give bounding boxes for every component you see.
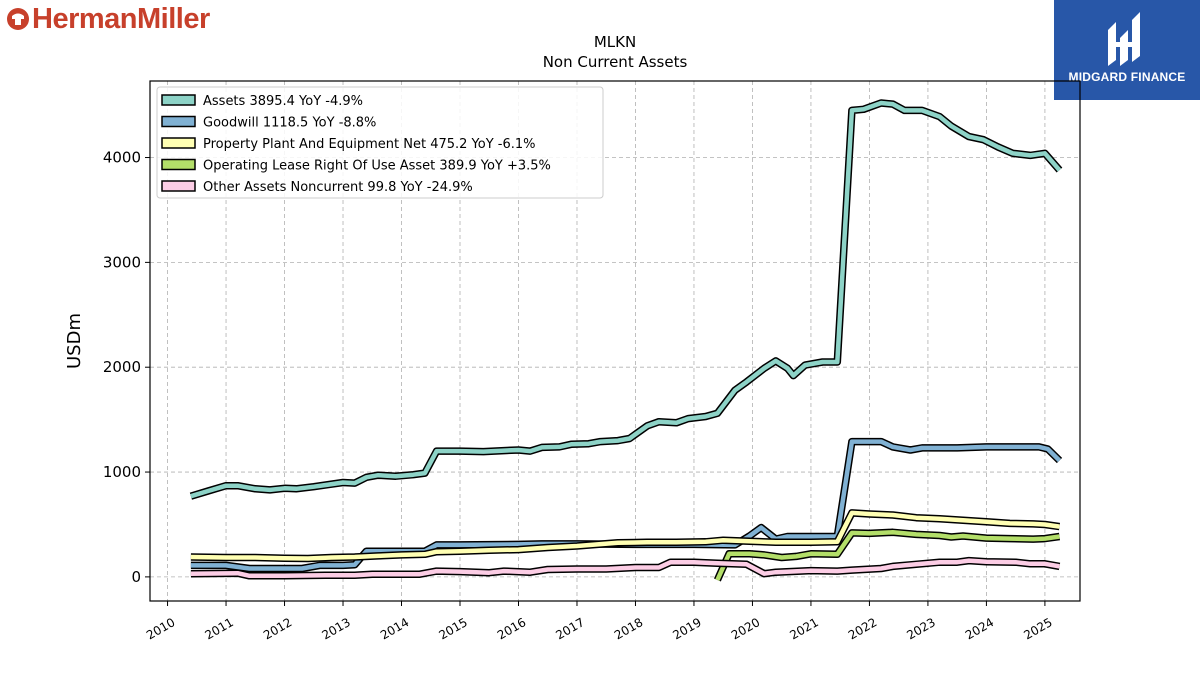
midgard-finance-logo-icon bbox=[1108, 12, 1140, 66]
legend-label: Goodwill 1118.5 YoY -8.8% bbox=[203, 116, 376, 131]
y-tick-label: 2000 bbox=[103, 358, 141, 376]
midgard-finance-badge: MIDGARD FINANCE bbox=[1054, 0, 1200, 100]
series-line-operating-lease-right-of-use-asset bbox=[715, 530, 1060, 581]
chart-title: MLKN bbox=[594, 33, 636, 51]
legend-swatch bbox=[161, 94, 196, 106]
x-tick-label: 2022 bbox=[846, 615, 879, 642]
y-tick-label: 1000 bbox=[103, 463, 141, 481]
herman-miller-logo-icon bbox=[7, 8, 29, 30]
legend-label: Assets 3895.4 YoY -4.9% bbox=[203, 94, 363, 109]
y-tick-label: 4000 bbox=[103, 149, 141, 167]
series-line-goodwill bbox=[190, 439, 1062, 571]
brand-name: HermanMiller bbox=[32, 3, 210, 35]
series-line-other-assets-noncurrent bbox=[190, 558, 1060, 579]
y-axis: 0 1000 2000 3000 4000 bbox=[103, 149, 150, 586]
legend-swatch bbox=[161, 180, 196, 192]
x-tick-label: 2017 bbox=[553, 615, 586, 642]
x-tick-label: 2016 bbox=[495, 615, 528, 642]
x-tick-label: 2021 bbox=[787, 615, 820, 642]
x-tick-label: 2012 bbox=[261, 615, 294, 642]
series-lines bbox=[189, 99, 1063, 582]
x-tick-label: 2011 bbox=[202, 615, 235, 642]
y-tick-label: 3000 bbox=[103, 253, 141, 271]
legend-label: Operating Lease Right Of Use Asset 389.9… bbox=[203, 159, 551, 174]
legend-box bbox=[156, 86, 604, 199]
plot-frame bbox=[149, 80, 1081, 602]
legend-swatch bbox=[161, 137, 196, 149]
chart-subtitle: Non Current Assets bbox=[543, 53, 688, 71]
x-axis: 2010 2011 2012 2013 2014 2015 2016 2017 2018 2019… bbox=[144, 601, 1055, 642]
x-tick-label: 2024 bbox=[963, 615, 996, 642]
x-tick-label: 2023 bbox=[904, 615, 937, 642]
x-tick-label: 2025 bbox=[1021, 615, 1054, 642]
legend-label: Property Plant And Equipment Net 475.2 Y… bbox=[203, 137, 536, 152]
badge-text: MIDGARD FINANCE bbox=[1068, 70, 1186, 84]
x-tick-label: 2010 bbox=[144, 615, 177, 642]
x-tick-label: 2013 bbox=[319, 615, 352, 642]
x-tick-label: 2019 bbox=[670, 615, 703, 642]
series-line-property-plant-and-equipment-net bbox=[190, 510, 1060, 561]
legend-swatch bbox=[161, 158, 196, 171]
legend-label: Other Assets Noncurrent 99.8 YoY -24.9% bbox=[203, 180, 473, 195]
legend-swatch bbox=[161, 115, 196, 128]
series-outline-goodwill bbox=[190, 437, 1063, 573]
series-line-assets bbox=[190, 100, 1062, 499]
y-tick-label: 0 bbox=[131, 568, 141, 586]
x-tick-label: 2014 bbox=[378, 615, 411, 642]
brand-header: HermanMiller bbox=[6, 4, 210, 34]
y-axis-label: USDm bbox=[64, 313, 85, 369]
x-tick-label: 2018 bbox=[612, 615, 645, 642]
legend: Assets 3895.4 YoY -4.9% Goodwill 1118.5 Y… bbox=[156, 86, 604, 199]
x-tick-label: 2015 bbox=[436, 615, 469, 642]
x-tick-label: 2020 bbox=[729, 615, 762, 642]
